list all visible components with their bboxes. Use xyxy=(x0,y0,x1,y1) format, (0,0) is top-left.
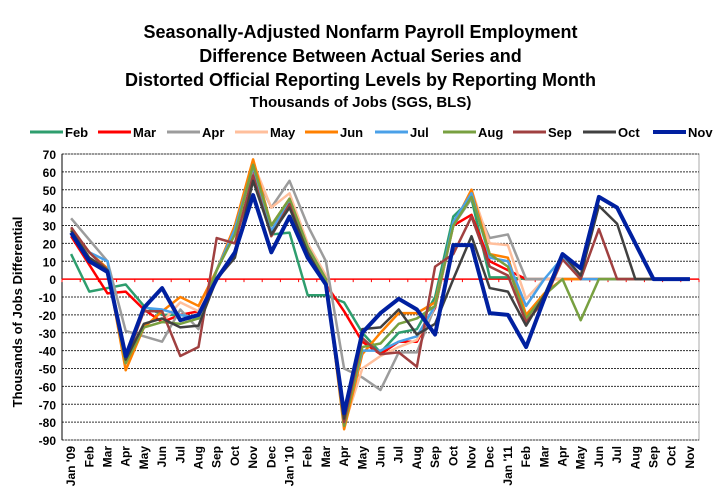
legend-label: Sep xyxy=(548,125,572,140)
legend-item-aug: Aug xyxy=(443,125,503,140)
x-tick-label: Oct xyxy=(446,446,460,466)
y-tick-label: -70 xyxy=(39,398,57,412)
x-tick-label: Mar xyxy=(319,446,333,468)
y-tick-label: -20 xyxy=(39,309,57,323)
legend-label: Mar xyxy=(133,125,156,140)
chart-title-line-3: Distorted Official Reporting Levels by R… xyxy=(124,70,597,90)
x-tick-label: Apr xyxy=(556,446,570,467)
legend-item-oct: Oct xyxy=(583,125,640,140)
x-tick-label: Nov xyxy=(246,446,260,469)
x-tick-label: Dec xyxy=(483,446,497,468)
legend-label: Apr xyxy=(202,125,224,140)
legend-label: Aug xyxy=(478,125,503,140)
x-tick-label: Mar xyxy=(537,446,551,468)
legend-label: Jun xyxy=(340,125,363,140)
x-tick-label: Sep xyxy=(428,446,442,468)
y-tick-label: 10 xyxy=(43,255,57,269)
chart-title-line-2: Difference Between Actual Series and xyxy=(199,46,522,66)
x-tick-label: Jun xyxy=(592,446,606,467)
y-tick-label: -80 xyxy=(39,416,57,430)
x-tick-label: Jan '11 xyxy=(501,446,515,486)
x-tick-label: Dec xyxy=(264,446,278,468)
x-tick-label: Jun xyxy=(374,446,388,467)
x-tick-label: Apr xyxy=(337,446,351,467)
x-tick-label: Nov xyxy=(465,446,479,469)
y-tick-label: -50 xyxy=(39,363,57,377)
x-tick-label: Apr xyxy=(119,446,133,467)
chart-title-line-1: Seasonally-Adjusted Nonfarm Payroll Empl… xyxy=(143,22,578,42)
x-tick-label: Feb xyxy=(519,446,533,467)
y-tick-label: 70 xyxy=(43,148,57,162)
x-tick-label: Jul xyxy=(610,446,624,463)
x-tick-label: Mar xyxy=(101,446,115,468)
x-tick-label: Aug xyxy=(628,446,642,469)
y-tick-label: -10 xyxy=(39,291,57,305)
legend-item-nov: Nov xyxy=(653,125,713,140)
y-tick-label: 40 xyxy=(43,202,57,216)
y-tick-label: -60 xyxy=(39,380,57,394)
legend-label: May xyxy=(270,125,296,140)
legend-label: Jul xyxy=(410,125,429,140)
x-tick-label: Nov xyxy=(683,446,697,469)
chart-subtitle: Thousands of Jobs (SGS, BLS) xyxy=(249,94,472,111)
y-tick-label: 50 xyxy=(43,184,57,198)
y-tick-label: -90 xyxy=(39,434,57,448)
x-tick-label: May xyxy=(355,446,369,470)
legend-item-feb: Feb xyxy=(30,125,88,140)
y-tick-label: 20 xyxy=(43,237,57,251)
x-tick-label: Jul xyxy=(173,446,187,463)
legend-label: Oct xyxy=(618,125,640,140)
y-tick-label: 30 xyxy=(43,220,57,234)
x-tick-label: Jun xyxy=(155,446,169,467)
series-nov xyxy=(69,193,691,416)
x-tick-label: Jul xyxy=(392,446,406,463)
y-tick-label: 0 xyxy=(49,273,56,287)
x-tick-label: Oct xyxy=(665,446,679,466)
x-tick-label: May xyxy=(574,446,588,470)
x-tick-label: Aug xyxy=(410,446,424,469)
x-tick-label: Sep xyxy=(647,446,661,468)
x-tick-label: Feb xyxy=(301,446,315,467)
legend-item-jun: Jun xyxy=(305,125,363,140)
legend-item-may: May xyxy=(235,125,296,140)
legend-label: Feb xyxy=(65,125,88,140)
legend-item-mar: Mar xyxy=(98,125,156,140)
legend-item-apr: Apr xyxy=(167,125,224,140)
x-tick-label: Jan '10 xyxy=(283,446,297,487)
legend-item-sep: Sep xyxy=(513,125,572,140)
x-tick-label: Feb xyxy=(82,446,96,467)
x-tick-label: Aug xyxy=(192,446,206,469)
x-tick-label: Sep xyxy=(210,446,224,468)
legend-label: Nov xyxy=(688,125,713,140)
y-tick-label: -40 xyxy=(39,345,57,359)
y-tick-label: 60 xyxy=(43,166,57,180)
y-axis-label: Thousands of Jobs Differential xyxy=(10,217,25,408)
x-tick-label: Oct xyxy=(228,446,242,466)
x-tick-label: Jan '09 xyxy=(64,446,78,487)
y-tick-label: -30 xyxy=(39,327,57,341)
legend-item-jul: Jul xyxy=(375,125,429,140)
x-tick-label: May xyxy=(137,446,151,470)
